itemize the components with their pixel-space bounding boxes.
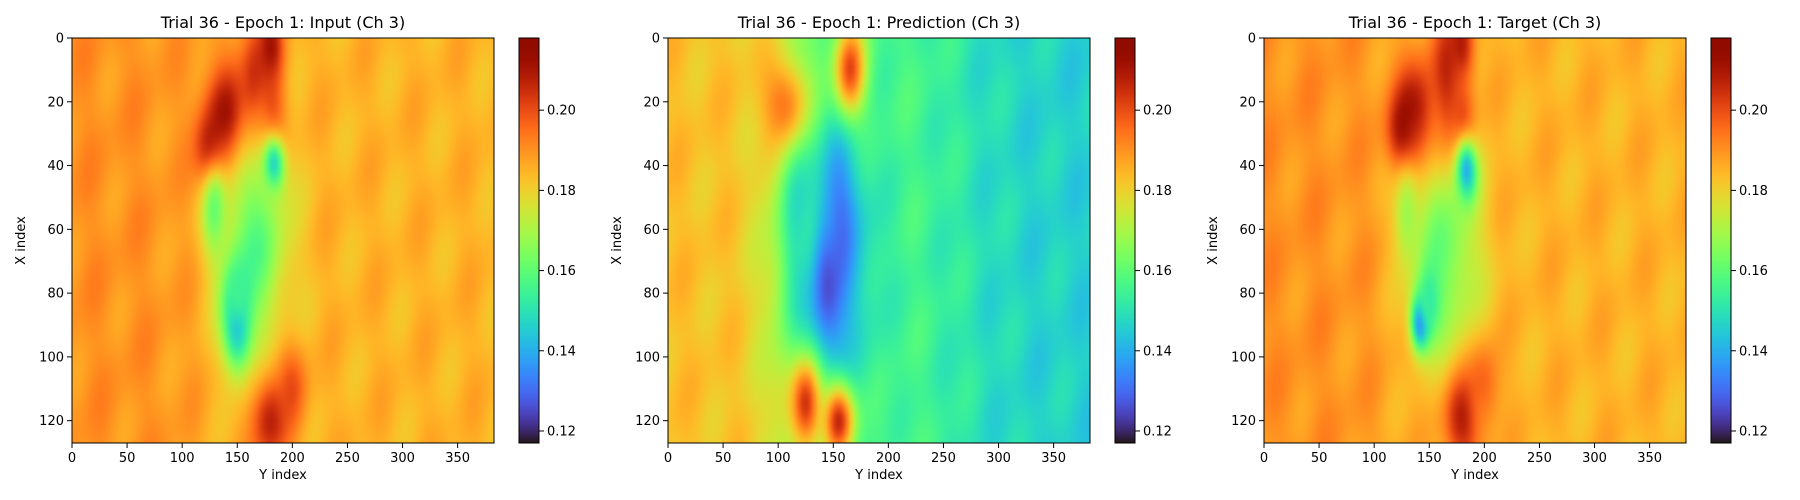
heatmap-image — [668, 38, 1090, 443]
x-tick-label: 350 — [1637, 451, 1662, 466]
y-tick-label: 40 — [1239, 159, 1256, 174]
colorbar-tick-label: 0.16 — [547, 264, 576, 279]
colorbar-tick-label: 0.18 — [547, 184, 576, 199]
heatmap-panel-1: Trial 36 - Epoch 1: Input (Ch 3) 0 50 100 15… — [14, 13, 576, 483]
heatmap-panels: Trial 36 - Epoch 1: Input (Ch 3) 0 50 100 15… — [14, 13, 1768, 483]
y-tick-label: 100 — [635, 350, 660, 365]
x-tick-label: 50 — [119, 451, 136, 466]
x-tick-label: 150 — [821, 451, 846, 466]
heatmap-image — [1264, 38, 1686, 443]
x-tick-label: 150 — [225, 451, 250, 466]
y-tick-label: 60 — [643, 223, 660, 238]
x-tick-label: 250 — [335, 451, 360, 466]
colorbar-tick-label: 0.20 — [1143, 104, 1172, 119]
y-tick-label: 40 — [47, 159, 64, 174]
x-tick-label: 0 — [1260, 451, 1268, 466]
y-tick-label: 0 — [652, 32, 660, 47]
heatmap-image — [72, 38, 494, 443]
plot-frame — [71, 37, 495, 444]
x-tick-label: 200 — [876, 451, 901, 466]
plot-frame — [1263, 37, 1687, 444]
y-axis-label: X index — [610, 216, 625, 265]
chart-title: Trial 36 - Epoch 1: Input (Ch 3) — [160, 13, 405, 32]
x-tick-label: 250 — [931, 451, 956, 466]
x-tick-label: 50 — [715, 451, 732, 466]
x-tick-label: 0 — [664, 451, 672, 466]
y-tick-label: 20 — [643, 95, 660, 110]
colorbar-frame — [518, 37, 540, 444]
x-tick-label: 150 — [1417, 451, 1442, 466]
y-tick-label: 120 — [39, 414, 64, 429]
chart-title: Trial 36 - Epoch 1: Prediction (Ch 3) — [737, 13, 1020, 32]
x-tick-label: 200 — [280, 451, 305, 466]
colorbar-gradient — [1711, 38, 1731, 443]
colorbar-tick-label: 0.20 — [1739, 104, 1768, 119]
y-tick-label: 100 — [39, 350, 64, 365]
y-tick-label: 20 — [1239, 95, 1256, 110]
y-axis-label: X index — [1206, 216, 1221, 265]
colorbar-tick-label: 0.20 — [547, 104, 576, 119]
colorbar-tick-label: 0.18 — [1143, 184, 1172, 199]
y-tick-label: 120 — [635, 414, 660, 429]
colorbar-tick-label: 0.12 — [1143, 424, 1172, 439]
heatmap-panel-3: Trial 36 - Epoch 1: Target (Ch 3) 0 50 100 1… — [1206, 13, 1768, 483]
x-tick-label: 100 — [1362, 451, 1387, 466]
x-tick-label: 350 — [445, 451, 470, 466]
colorbar-frame — [1114, 37, 1136, 444]
x-axis-label: Y index — [854, 468, 903, 483]
y-tick-label: 100 — [1231, 350, 1256, 365]
y-tick-label: 60 — [1239, 223, 1256, 238]
x-axis-label: Y index — [258, 468, 307, 483]
x-axis-label: Y index — [1450, 468, 1499, 483]
y-tick-label: 80 — [47, 287, 64, 302]
plot-frame — [667, 37, 1091, 444]
y-tick-label: 120 — [1231, 414, 1256, 429]
colorbar-gradient — [1115, 38, 1135, 443]
heatmap-panel-2: Trial 36 - Epoch 1: Prediction (Ch 3) 0 50… — [610, 13, 1172, 483]
x-tick-label: 350 — [1041, 451, 1066, 466]
x-tick-label: 250 — [1527, 451, 1552, 466]
colorbar-tick-label: 0.18 — [1739, 184, 1768, 199]
colorbar-tick-label: 0.12 — [1739, 424, 1768, 439]
y-tick-label: 80 — [1239, 287, 1256, 302]
chart-title: Trial 36 - Epoch 1: Target (Ch 3) — [1348, 13, 1601, 32]
colorbar-tick-label: 0.16 — [1143, 264, 1172, 279]
y-tick-label: 40 — [643, 159, 660, 174]
colorbar-tick-label: 0.14 — [547, 344, 576, 359]
colorbar-tick-label: 0.16 — [1739, 264, 1768, 279]
y-tick-label: 60 — [47, 223, 64, 238]
x-tick-label: 200 — [1472, 451, 1497, 466]
y-tick-label: 80 — [643, 287, 660, 302]
y-tick-label: 0 — [1248, 32, 1256, 47]
x-tick-label: 100 — [170, 451, 195, 466]
colorbar-tick-label: 0.14 — [1143, 344, 1172, 359]
colorbar-tick-label: 0.14 — [1739, 344, 1768, 359]
x-tick-label: 0 — [68, 451, 76, 466]
x-tick-label: 300 — [986, 451, 1011, 466]
x-tick-label: 100 — [766, 451, 791, 466]
colorbar-gradient — [519, 38, 539, 443]
y-tick-label: 0 — [56, 32, 64, 47]
colorbar-tick-label: 0.12 — [547, 424, 576, 439]
y-axis-label: X index — [14, 216, 29, 265]
x-tick-label: 50 — [1311, 451, 1328, 466]
x-tick-label: 300 — [1582, 451, 1607, 466]
x-tick-label: 300 — [390, 451, 415, 466]
colorbar-frame — [1710, 37, 1732, 444]
y-tick-label: 20 — [47, 95, 64, 110]
